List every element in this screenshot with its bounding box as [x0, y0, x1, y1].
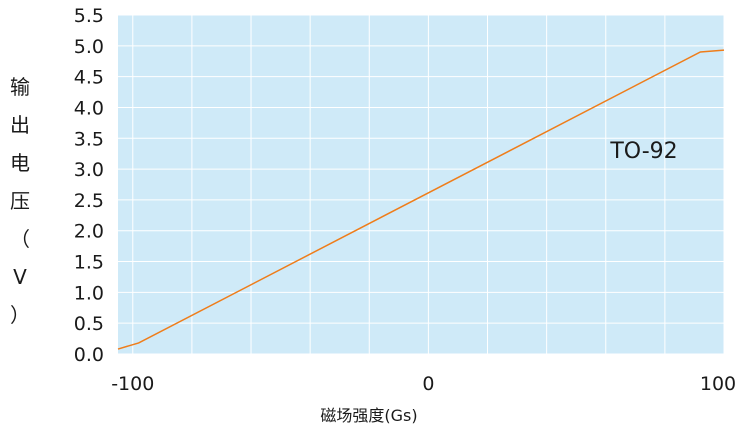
y-axis-label-char: ） — [10, 303, 30, 327]
series-line — [117, 49, 725, 350]
y-axis-label: 输出电压 （ V ） — [8, 68, 32, 334]
x-tick-labels: -100 0 100 — [111, 373, 736, 395]
x-tick-label: 100 — [700, 373, 736, 395]
y-axis-label-char: （ — [10, 227, 30, 251]
y-tick-label: 1.5 — [74, 252, 104, 274]
y-tick-label: 5.0 — [74, 36, 104, 58]
y-axis-label-char: 输 — [10, 75, 30, 99]
y-axis-label-char: 电 — [10, 151, 30, 175]
y-tick-label: 2.0 — [74, 221, 104, 243]
series-layer — [117, 49, 725, 350]
y-tick-label: 3.5 — [74, 128, 104, 150]
y-tick-label: 5.5 — [74, 5, 104, 27]
x-tick-label: -100 — [111, 373, 154, 395]
y-axis-label-char: 出 — [10, 113, 30, 137]
annotation-label: TO-92 — [609, 139, 677, 164]
y-axis-label-char: 压 — [10, 189, 30, 213]
y-tick-label: 3.0 — [74, 159, 104, 181]
grid — [118, 14, 725, 355]
y-tick-label: 4.5 — [74, 67, 104, 89]
y-tick-label: 0.5 — [74, 313, 104, 335]
y-tick-label: 0.0 — [74, 344, 104, 366]
x-axis-label: 磁场强度(Gs) — [320, 406, 418, 425]
y-axis-label-char: V — [13, 265, 27, 289]
x-tick-label: 0 — [422, 373, 434, 395]
y-tick-labels: 0.0 0.5 1.0 1.5 2.0 2.5 3.0 3.5 4.0 4.5 5.0 5.5 — [74, 5, 104, 366]
y-tick-label: 1.0 — [74, 282, 104, 304]
y-tick-label: 2.5 — [74, 190, 104, 212]
y-tick-label: 4.0 — [74, 97, 104, 119]
plot-area — [118, 15, 724, 354]
